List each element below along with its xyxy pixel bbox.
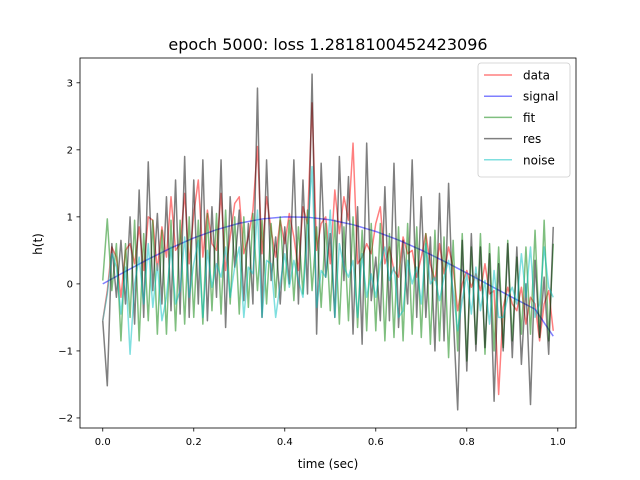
x-tick-label: 0.2 bbox=[186, 437, 202, 448]
y-tick-label: 1 bbox=[67, 212, 73, 223]
legend-label-fit: fit bbox=[523, 111, 536, 125]
axes-frame bbox=[79, 57, 577, 429]
y-tick-label: 0 bbox=[67, 279, 73, 290]
x-tick-label: 1.0 bbox=[550, 437, 566, 448]
legend-label-noise: noise bbox=[523, 153, 555, 167]
series-line-noise bbox=[102, 165, 554, 356]
y-tick-label: −1 bbox=[58, 347, 73, 358]
y-tick-label: 3 bbox=[67, 78, 73, 89]
legend-label-signal: signal bbox=[523, 90, 559, 104]
y-tick-label: −2 bbox=[58, 414, 73, 425]
x-axis-label: time (sec) bbox=[298, 457, 359, 471]
legend: data signal fit res noise bbox=[477, 62, 571, 178]
plot-layer bbox=[102, 73, 554, 411]
x-tick-label: 0.6 bbox=[368, 437, 384, 448]
y-axis-label: h(t) bbox=[31, 233, 45, 255]
y-tick-label: 2 bbox=[67, 145, 73, 156]
legend-label-data: data bbox=[523, 69, 550, 83]
x-tick-label: 0.4 bbox=[277, 437, 293, 448]
axes-layer: 0.0 0.2 0.4 0.6 0.8 1.0 −2 −1 0 1 2 3 bbox=[58, 57, 577, 448]
x-tick-label: 0.8 bbox=[459, 437, 475, 448]
chart-title: epoch 5000: loss 1.2818100452423096 bbox=[168, 35, 487, 54]
series-line-res bbox=[102, 73, 554, 411]
legend-label-res: res bbox=[523, 132, 541, 146]
legend-box bbox=[477, 62, 571, 178]
x-tick-label: 0.0 bbox=[95, 437, 111, 448]
